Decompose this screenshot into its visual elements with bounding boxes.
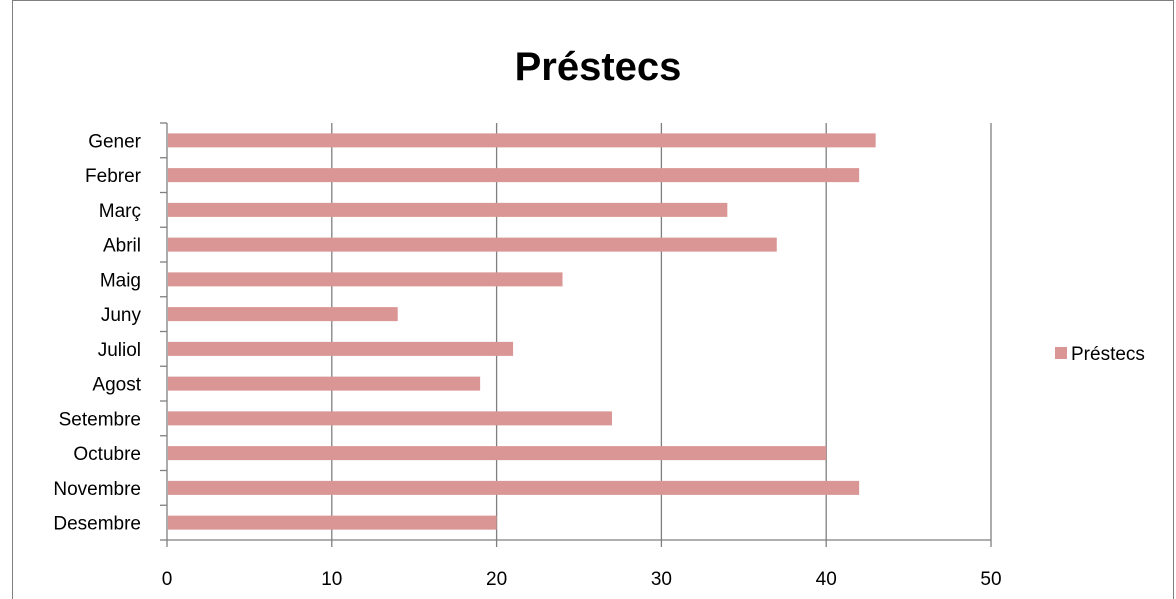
category-label: Maig — [100, 270, 141, 291]
category-label: Agost — [92, 375, 141, 396]
bar-abril — [168, 237, 777, 252]
bar-juliol — [168, 341, 514, 356]
category-label: Abril — [103, 236, 141, 257]
bar-febrer — [168, 168, 860, 183]
category-label: Febrer — [85, 166, 142, 187]
category-label: Octubre — [73, 444, 141, 465]
category-label: Juny — [101, 305, 142, 326]
category-label: Març — [99, 201, 141, 222]
category-label: Gener — [88, 131, 141, 152]
bar-agost — [168, 376, 481, 391]
x-tick-label: 50 — [980, 569, 1001, 590]
tick-labels: 0 10 20 30 40 50 — [162, 569, 1002, 590]
bar-març — [168, 202, 728, 217]
x-tick-label: 20 — [486, 569, 507, 590]
bar-gener — [168, 133, 876, 148]
category-label: Novembre — [53, 479, 141, 500]
bars — [168, 133, 876, 530]
chart-title: Préstecs — [515, 45, 682, 89]
x-tick-label: 40 — [816, 569, 837, 590]
axes — [160, 122, 991, 541]
legend: Préstecs — [1055, 344, 1145, 365]
x-tick-label: 30 — [651, 569, 672, 590]
x-tick-label: 10 — [321, 569, 342, 590]
legend-label: Préstecs — [1071, 344, 1145, 365]
bar-juny — [168, 307, 398, 322]
legend-swatch — [1055, 347, 1067, 359]
category-label: Setembre — [59, 409, 141, 430]
category-label: Juliol — [98, 340, 141, 361]
bar-novembre — [168, 480, 860, 495]
x-tick-label: 0 — [162, 569, 173, 590]
bar-octubre — [168, 446, 827, 461]
bar-setembre — [168, 411, 612, 426]
category-label: Desembre — [53, 514, 141, 535]
bar-maig — [168, 272, 563, 287]
bar-desembre — [168, 515, 497, 530]
chart-frame — [12, 0, 1174, 599]
category-labels: Gener Febrer Març Abril Maig Juny Juliol Agost S… — [53, 131, 141, 534]
gridlines — [166, 123, 992, 547]
